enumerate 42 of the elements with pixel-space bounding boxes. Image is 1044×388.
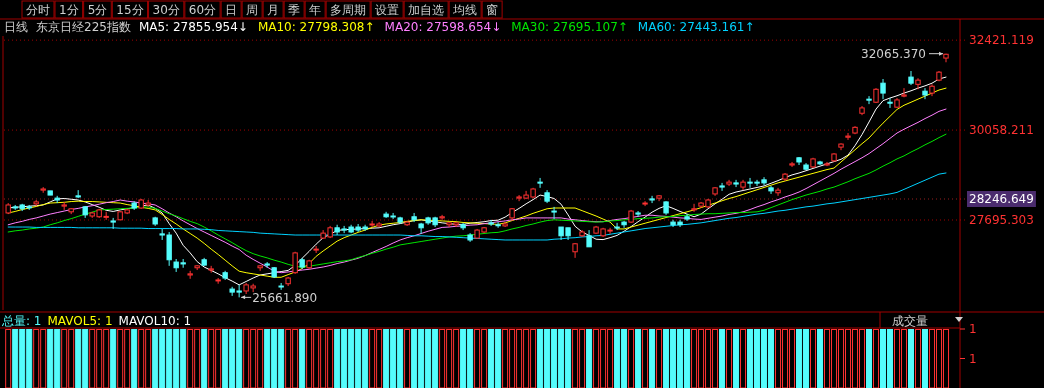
line-series — [7, 133, 947, 268]
text: MAVOL10: 1 — [118, 314, 192, 328]
ref-line-label: 28246.649 — [969, 192, 1034, 207]
text: MAVOL5: 1 — [47, 314, 113, 328]
candlestick — [649, 195, 655, 204]
y-tick-label: 32421.119 — [969, 33, 1034, 48]
candlestick — [411, 212, 417, 223]
candlestick — [278, 282, 284, 291]
candlestick — [719, 182, 725, 192]
candlestick — [915, 77, 921, 90]
candlestick — [901, 87, 907, 98]
candlestick — [880, 78, 886, 100]
candlestick — [775, 187, 781, 197]
y-tick-label: 1 — [969, 351, 977, 366]
text: MA5: 27855.954↓ — [138, 20, 248, 34]
text: MA30: 27695.107↑ — [511, 20, 628, 34]
candlestick — [614, 222, 620, 231]
toolbar: 分时 1分 5分 15分 30分 60分 日 周 月 季 年 多周期 设置 加自选 均线 窗 — [21, 0, 503, 19]
candlestick — [257, 264, 263, 272]
y-tick-label: 27695.303 — [969, 212, 1034, 227]
text: MA60: 27443.161↑ — [637, 20, 755, 34]
candlestick — [866, 95, 872, 105]
y-axis-title: 成交量 — [892, 314, 928, 328]
candlestick — [887, 97, 893, 109]
chart-title: 东京日经225指数 — [36, 20, 131, 34]
candlestick — [313, 245, 319, 254]
candlestick — [922, 87, 928, 100]
candlestick — [733, 179, 739, 188]
text: MA20: 27598.654↓ — [384, 20, 502, 34]
candlestick — [264, 261, 270, 269]
y-tick-label: 1 — [969, 322, 977, 336]
candlestick — [551, 206, 557, 220]
candlestick — [691, 203, 697, 213]
candlestick — [537, 177, 543, 189]
y-tick-label: 30058.211 — [969, 123, 1034, 138]
candlestick — [635, 210, 641, 218]
chart-subtitle: 日线 — [4, 20, 28, 34]
candlestick — [845, 132, 851, 141]
chart-title: 总量: 1 — [1, 314, 42, 328]
text: MA10: 27798.308↑ — [257, 20, 375, 34]
annotation: 25661.890 — [252, 291, 318, 306]
annotation: 32065.370 — [861, 46, 926, 61]
